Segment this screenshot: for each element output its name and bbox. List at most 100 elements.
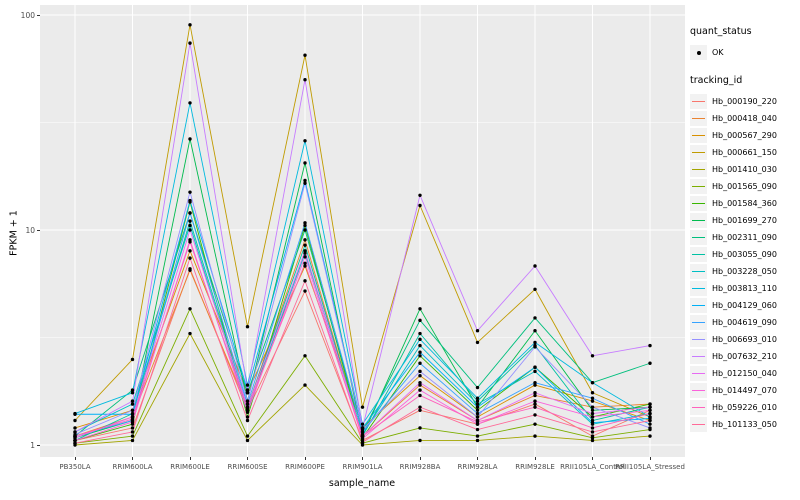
x-tick-mark [477, 457, 478, 460]
data-point [73, 430, 77, 434]
data-point [360, 440, 365, 444]
legend-item-label: Hb_000190_220 [712, 97, 777, 106]
data-point [418, 426, 422, 430]
data-point [475, 438, 480, 443]
x-tick-label: RRII105LA_Stressed [615, 463, 685, 471]
line-key-icon [690, 400, 707, 415]
data-point [303, 251, 307, 255]
line-key-icon [690, 162, 707, 177]
y-tick-label: 100 [20, 10, 35, 20]
data-point [418, 388, 422, 392]
data-point [418, 350, 422, 354]
data-point [648, 361, 652, 365]
data-points [73, 23, 652, 447]
data-point [245, 391, 250, 395]
legend-item-Hb_004129_060: Hb_004129_060 [690, 297, 798, 314]
data-point [303, 238, 307, 242]
data-point [303, 161, 307, 165]
data-point [303, 289, 307, 293]
data-point [360, 436, 365, 441]
data-point [475, 411, 480, 416]
data-point [303, 78, 307, 82]
data-point [648, 343, 652, 348]
legend-item-label: Hb_003813_110 [712, 284, 777, 293]
data-point [418, 405, 422, 409]
data-point [303, 53, 307, 57]
ok-point-key [690, 45, 707, 60]
data-point [188, 211, 192, 215]
data-point [475, 415, 480, 419]
data-point [303, 354, 307, 358]
data-point [475, 402, 480, 406]
data-point [360, 430, 365, 434]
data-point [590, 380, 595, 385]
data-point [73, 441, 77, 445]
data-point [245, 383, 250, 387]
data-point [245, 402, 250, 406]
data-point [533, 380, 537, 385]
data-point [188, 249, 192, 253]
data-point [418, 361, 422, 365]
data-point [590, 426, 595, 430]
line-key-icon [690, 179, 707, 194]
line-key-icon [690, 247, 707, 262]
data-point [303, 261, 307, 266]
line-key-icon [690, 145, 707, 160]
data-point [418, 383, 422, 387]
data-point [533, 345, 537, 349]
data-point [533, 340, 537, 345]
data-point [245, 399, 250, 403]
data-point [418, 369, 422, 374]
x-tick-mark [304, 457, 306, 460]
legend-item-label: Hb_000567_290 [712, 131, 777, 140]
tracking-id-legend: Hb_000190_220 Hb_000418_040 Hb_000567_290 H… [690, 93, 798, 433]
data-point [188, 331, 192, 336]
legend-item-label: Hb_006693_010 [712, 335, 777, 344]
data-point [130, 388, 135, 392]
legend-item-Hb_001410_030: Hb_001410_030 [690, 161, 798, 178]
color-line-icon [692, 185, 705, 188]
data-point [130, 391, 135, 395]
data-point [533, 413, 537, 417]
data-point [648, 422, 652, 426]
legend-item-Hb_002311_090: Hb_002311_090 [690, 229, 798, 246]
data-point [418, 337, 422, 342]
data-point [303, 228, 307, 232]
data-point [245, 415, 250, 419]
data-point [73, 418, 77, 423]
data-point [418, 318, 422, 323]
legend-item-label: Hb_001410_030 [712, 165, 777, 174]
data-point [648, 434, 652, 438]
data-point [533, 405, 537, 409]
data-point [590, 354, 595, 358]
data-point [303, 255, 307, 259]
data-point [533, 365, 537, 369]
data-point [188, 268, 192, 272]
data-point [303, 383, 307, 387]
line-key-icon [690, 349, 707, 364]
data-point [590, 399, 595, 403]
x-tick-mark [189, 457, 191, 460]
y-tick-mark [36, 444, 40, 446]
data-point [188, 198, 192, 203]
data-point [303, 178, 307, 183]
color-line-icon [692, 372, 705, 375]
y-tick-mark [36, 14, 40, 16]
legend-item-label: Hb_101133_050 [712, 420, 777, 429]
legend-item-ok: OK [690, 44, 798, 61]
line-key-icon [690, 315, 707, 330]
data-point [130, 402, 135, 406]
data-point [418, 393, 422, 398]
data-point [475, 434, 480, 438]
data-point [360, 434, 365, 438]
color-line-icon [692, 389, 705, 392]
legend-item-label: Hb_003055_090 [712, 250, 777, 259]
legend-item-Hb_001699_270: Hb_001699_270 [690, 212, 798, 229]
data-point [533, 383, 537, 387]
data-point [533, 316, 537, 320]
legend-item-Hb_007632_210: Hb_007632_210 [690, 348, 798, 365]
data-point [188, 219, 192, 223]
plot-panel [40, 5, 685, 457]
data-point [475, 385, 480, 390]
line-key-icon [690, 213, 707, 228]
